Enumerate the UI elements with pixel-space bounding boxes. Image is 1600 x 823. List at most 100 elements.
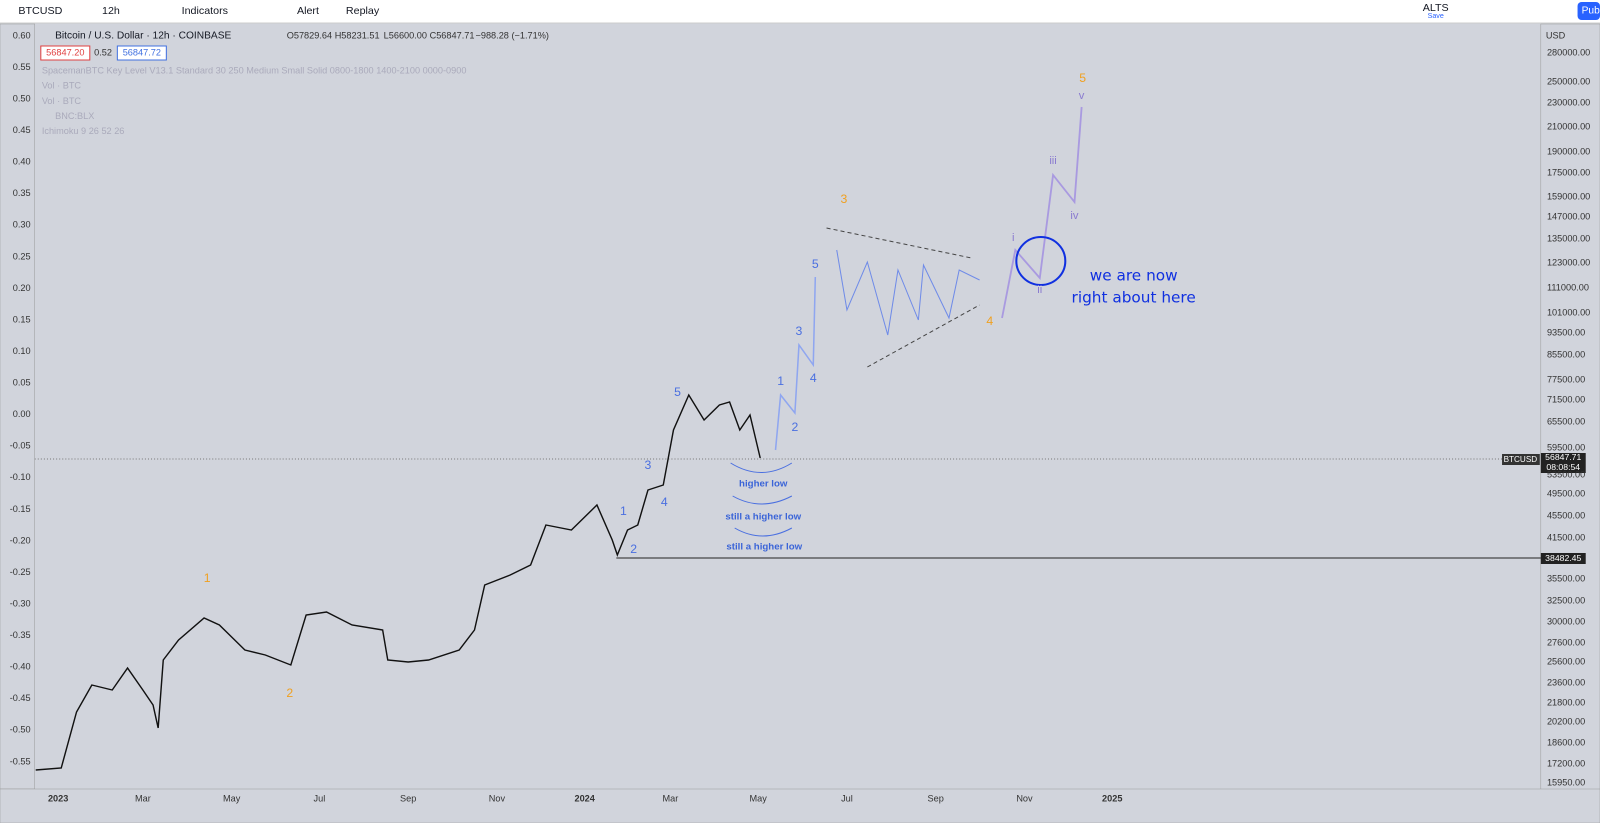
- publish-button[interactable]: [1577, 2, 1600, 20]
- left-tick: 0.55: [13, 62, 31, 72]
- price-tick: 85500.00: [1547, 349, 1585, 359]
- level: 38482.45: [1545, 553, 1581, 563]
- highlight-circle: [1015, 236, 1067, 286]
- symbol[interactable]: BTCUSD: [18, 5, 62, 17]
- price-tick: 45500.00: [1547, 510, 1585, 520]
- save[interactable]: Save: [1428, 13, 1444, 20]
- price-tick: 32500.00: [1547, 595, 1585, 605]
- price-tick: 280000.00: [1547, 47, 1590, 57]
- notes: still a higher low: [726, 542, 802, 553]
- notes: higher low: [739, 479, 788, 490]
- left-tick: -0.20: [10, 535, 31, 545]
- price-tick: 25600.00: [1547, 656, 1585, 666]
- left-tick: -0.10: [10, 472, 31, 482]
- time-tick: Sep: [928, 793, 944, 803]
- price-tick: 77500.00: [1547, 374, 1585, 384]
- price-tick: 20200.00: [1547, 716, 1585, 726]
- currency[interactable]: USD: [1546, 30, 1566, 40]
- callout: we are now: [1090, 267, 1178, 285]
- study: Ichimoku 9 26 52 26: [42, 126, 125, 136]
- triangle-lower: [867, 304, 980, 368]
- left-tick: -0.40: [10, 662, 31, 672]
- higher-low-arcs: [730, 462, 793, 537]
- legend-high: H58231.51: [335, 30, 380, 40]
- left-tick: 0.25: [13, 251, 31, 261]
- time-tick: 2023: [48, 793, 68, 803]
- price-tick: 123000.00: [1547, 257, 1590, 267]
- minor-waves: 5: [812, 257, 819, 271]
- price-tick: 101000.00: [1547, 307, 1590, 317]
- legend-title: Bitcoin / U.S. Dollar · 12h · COINBASE: [55, 31, 231, 42]
- study: Vol · BTC: [42, 81, 82, 91]
- bid: 56847.20: [46, 47, 84, 57]
- layout-name[interactable]: ALTS: [1423, 2, 1449, 14]
- time-tick: 2024: [574, 793, 594, 803]
- minor-waves: 3: [645, 458, 652, 472]
- interval[interactable]: 12h: [102, 5, 120, 17]
- subwaves: v: [1079, 90, 1085, 102]
- left-tick: 0.50: [13, 94, 31, 104]
- price-tick: 17200.00: [1547, 758, 1585, 768]
- price-tick: 210000.00: [1547, 121, 1590, 131]
- projection-final: [1001, 106, 1083, 319]
- price-tick: 111000.00: [1547, 282, 1589, 292]
- left-tick: 0.30: [13, 220, 31, 230]
- study: Vol · BTC: [42, 96, 82, 106]
- price-tick: 135000.00: [1547, 233, 1590, 243]
- left-tick: -0.45: [10, 693, 31, 703]
- countdown: 08:08:54: [1546, 462, 1580, 472]
- price-tick: 35500.00: [1547, 573, 1585, 583]
- left-tick: -0.55: [10, 756, 31, 766]
- price-tick: 250000.00: [1547, 76, 1590, 86]
- indicators[interactable]: Indicators: [182, 5, 228, 17]
- left-tick: 0.10: [13, 346, 31, 356]
- price-tick: 53500.00: [1547, 469, 1585, 479]
- projection-triangle: [836, 249, 980, 336]
- triangle-upper: [826, 227, 972, 259]
- price-tick: 175000.00: [1547, 167, 1590, 177]
- left-tick: 0.40: [13, 157, 31, 167]
- primary-waves: 4: [986, 314, 993, 328]
- notes: still a higher low: [725, 512, 801, 523]
- subwaves: ii: [1037, 284, 1042, 296]
- ask: 56847.72: [123, 47, 161, 57]
- legend-close: C56847.71: [430, 30, 475, 40]
- study: SpacemanBTC Key Level V13.1 Standard 30 …: [42, 65, 467, 75]
- left-tick: 0.45: [13, 125, 31, 135]
- callout: right about here: [1072, 289, 1196, 307]
- time-tick: May: [749, 793, 767, 803]
- time-tick: Mar: [135, 793, 151, 803]
- price-tick: 30000.00: [1547, 616, 1585, 626]
- symbol-tag-bg: [1502, 454, 1540, 465]
- price-tick: 49500.00: [1547, 488, 1585, 498]
- left-tick: -0.50: [10, 725, 31, 735]
- minor-waves: 4: [810, 371, 817, 385]
- primary-waves: 1: [204, 571, 211, 585]
- price-tick: 15950.00: [1547, 777, 1585, 787]
- toolbar-bg: [0, 0, 1600, 23]
- subwaves: i: [1012, 232, 1014, 244]
- time-tick: May: [223, 793, 241, 803]
- price-tick: 190000.00: [1547, 146, 1590, 156]
- price-tick: 93500.00: [1547, 327, 1585, 337]
- primary-waves: 5: [1079, 71, 1086, 85]
- bid-box[interactable]: [40, 45, 91, 61]
- time-tick: Jul: [314, 793, 326, 803]
- publish[interactable]: Pub: [1582, 6, 1600, 17]
- level-bg: [1540, 553, 1586, 564]
- time-tick: Sep: [400, 793, 416, 803]
- replay[interactable]: Replay: [346, 5, 380, 17]
- price-tick: 41500.00: [1547, 532, 1585, 542]
- legend-low: L56600.00: [384, 30, 427, 40]
- last-price: 56847.71: [1545, 452, 1581, 462]
- price-tick: 147000.00: [1547, 211, 1590, 221]
- left-tick: -0.05: [10, 441, 31, 451]
- alert[interactable]: Alert: [297, 5, 319, 17]
- study: BNC:BLX: [55, 111, 94, 121]
- ask-box[interactable]: [116, 45, 167, 61]
- primary-waves: 3: [840, 192, 847, 206]
- price-tick: 65500.00: [1547, 416, 1585, 426]
- price-axis: [1540, 23, 1600, 823]
